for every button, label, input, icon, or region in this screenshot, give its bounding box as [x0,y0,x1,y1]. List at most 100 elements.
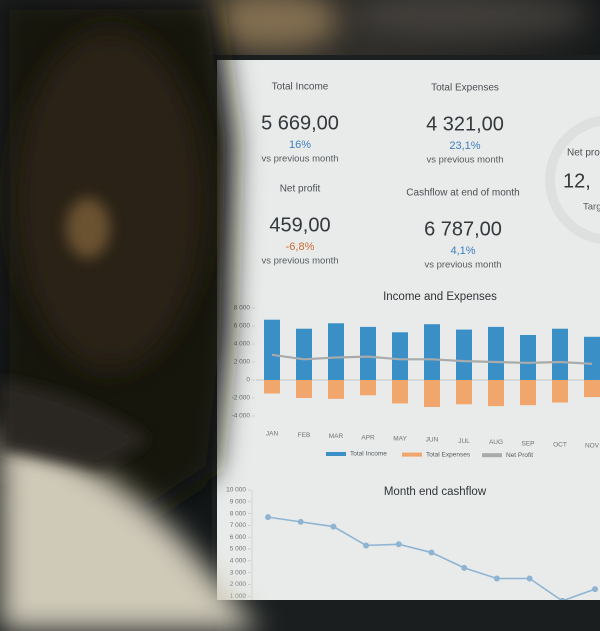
background-light [200,0,340,50]
y-tick-label: 8 000 [234,305,251,312]
bar [520,335,536,380]
cashflow-point [461,564,468,571]
kpi-note: vs previous month [426,155,503,166]
legend-swatch [402,452,422,457]
x-tick-label: APR [361,434,375,441]
kpi-value: 5 669,00 [261,112,339,134]
kpi-change: 16% [289,139,311,151]
x-tick-label: MAR [329,433,344,440]
x-tick-label: AUG [489,439,503,446]
bar [328,380,344,399]
gauge-ring [545,115,600,245]
bar [264,319,280,380]
bar [296,380,312,398]
kpi-title: Total Income [272,82,329,93]
x-tick-label: SEP [521,440,534,447]
screen-background [217,60,600,608]
bar [264,380,280,394]
y-tick-label: 1 000 [230,593,247,600]
kpi-title: Total Expenses [431,83,499,94]
y-tick-label: 5 000 [230,546,247,553]
kpi-title: Net profit [280,184,321,195]
cashflow-point [297,518,304,525]
bar [552,380,568,403]
x-tick-label: MAY [393,436,407,443]
kpi-value: 6 787,00 [424,218,502,240]
bar [392,332,408,380]
y-tick-label: 10 000 [226,487,246,494]
y-tick-label: 2 000 [230,581,247,588]
cashflow-point [395,541,402,548]
chart-title: Income and Expenses [383,291,497,303]
y-tick-label: 6 000 [230,534,247,541]
y-tick-label: -2 000 [232,395,251,402]
bar [424,324,440,380]
bar [456,380,472,405]
bar [360,326,376,380]
kpi-title: Net pro [567,148,600,159]
kpi-note: vs previous month [261,256,338,267]
y-tick-label: 4 000 [230,558,247,565]
cashflow-point [592,586,598,593]
cashflow-point [493,575,500,582]
x-tick-label: OCT [553,442,567,449]
kpi-note: Targ [583,202,600,213]
y-tick-label: 7 000 [230,522,247,529]
monitor-stand [217,600,600,631]
legend-swatch [326,452,346,456]
bar [392,380,408,404]
kpi-title: Cashflow at end of month [406,188,519,199]
person-face [15,30,205,370]
y-tick-label: 4 000 [234,341,251,348]
kpi-change: -6,8% [286,241,315,253]
person [0,0,260,631]
legend-label: Total Income [350,451,387,458]
x-tick-label: JUL [458,438,470,445]
bar [456,329,472,380]
bar [360,380,376,396]
x-tick-label: FEB [298,432,311,439]
legend-label: Net Profit [506,452,533,459]
y-tick-label: 3 000 [230,569,247,576]
kpi-change: 4,1% [450,245,475,257]
person-neck [0,380,150,470]
y-tick-label: 8 000 [230,510,247,517]
kpi-note: vs previous month [261,154,338,165]
bar [328,323,344,380]
cashflow-point [330,523,337,530]
cashflow-point [265,514,271,521]
dashboard: Total Income 5 669,00 16% vs previous month… [226,82,600,608]
net-profit-line [271,353,593,365]
kpi-note: vs previous month [424,260,501,271]
person-shoulder [0,430,260,631]
x-tick-label: NOV [585,443,600,450]
bar [488,326,504,380]
bar [552,328,568,380]
y-tick-label: 9 000 [230,499,247,506]
legend-swatch [482,453,502,458]
bar [296,328,312,380]
cashflow-point [428,549,435,556]
legend-label: Total Expenses [426,451,471,458]
y-tick-label: 2 000 [234,359,251,366]
y-tick-label: -4 000 [232,413,251,420]
y-tick-label: 6 000 [234,323,251,330]
bar [584,380,600,398]
x-tick-label: JUN [426,437,439,444]
cashflow-point [526,575,533,582]
kpi-change: 23,1% [449,140,480,152]
screen: Total Income 5 669,00 16% vs previous month… [217,60,600,608]
x-tick-label: JAN [266,431,279,438]
background-light [350,0,590,40]
kpi-value: 4 321,00 [426,113,504,135]
bar [424,380,440,407]
kpi-value: 12, [563,170,591,192]
earring-glow [66,198,110,258]
cashflow-point [363,542,370,549]
bar [584,336,600,380]
bar [520,380,536,406]
kpi-value: 459,00 [269,214,330,236]
chart-title: Month end cashflow [384,486,487,498]
